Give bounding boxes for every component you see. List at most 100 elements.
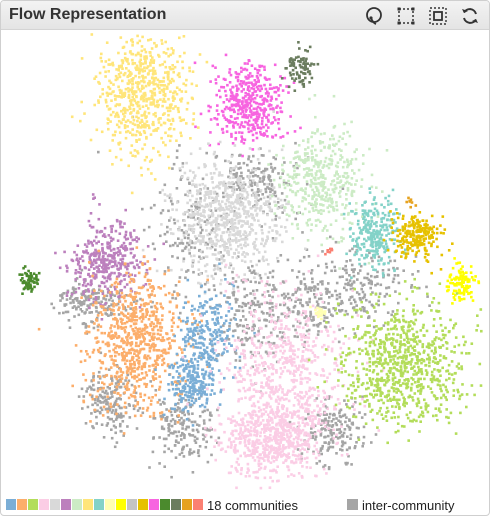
- scatter-point: [395, 227, 399, 230]
- scatter-point: [94, 261, 98, 265]
- scatter-point: [421, 219, 424, 222]
- lasso-icon[interactable]: [363, 5, 385, 27]
- scatter-point: [379, 283, 383, 287]
- scatter-point: [453, 298, 457, 301]
- scatter-point: [195, 197, 198, 201]
- scatter-point: [323, 160, 327, 163]
- scatter-point: [227, 107, 230, 110]
- scatter-point: [232, 251, 236, 255]
- scatter-point: [455, 289, 458, 293]
- scatter-point: [348, 279, 352, 282]
- scatter-point: [224, 186, 227, 189]
- scatter-point: [110, 411, 114, 414]
- scatter-point: [313, 176, 317, 180]
- scatter-point: [354, 400, 357, 404]
- scatter-point: [85, 308, 89, 311]
- scatter-point: [283, 161, 286, 164]
- scatter-point: [225, 195, 228, 198]
- scatter-point: [142, 125, 145, 129]
- community-cluster[interactable]: [54, 193, 165, 321]
- scatter-point: [128, 105, 131, 109]
- scatter-point: [319, 161, 322, 165]
- scatter-point: [356, 278, 359, 281]
- scatter-point: [320, 173, 323, 176]
- scatter-point: [174, 440, 178, 444]
- refresh-icon[interactable]: [459, 5, 481, 27]
- scatter-point: [173, 65, 177, 69]
- community-cluster[interactable]: [193, 53, 302, 158]
- scatter-point: [261, 98, 265, 102]
- scatter-point: [329, 183, 333, 186]
- scatter-point: [227, 228, 230, 231]
- scatter-point: [139, 62, 142, 66]
- scatter-point: [259, 130, 262, 134]
- scatter-point: [414, 253, 418, 257]
- scatter-point: [168, 196, 172, 200]
- scatter-point: [370, 256, 373, 260]
- scatter-point: [355, 441, 358, 444]
- scatter-point: [215, 242, 218, 245]
- scatter-point: [340, 236, 343, 239]
- scatter-point: [139, 53, 142, 57]
- scatter-point: [106, 94, 109, 97]
- community-cluster[interactable]: [18, 265, 41, 295]
- scatter-point: [142, 95, 146, 99]
- scatter-point: [324, 398, 327, 401]
- scatter-point: [343, 286, 346, 290]
- scatter-point: [66, 310, 70, 314]
- scatter-point: [465, 284, 468, 288]
- scatter-point: [106, 422, 110, 425]
- community-cluster[interactable]: [280, 41, 320, 92]
- scatter-point: [311, 435, 315, 438]
- scatter-point: [248, 72, 252, 75]
- scatter-point: [129, 102, 133, 106]
- community-cluster[interactable]: [382, 210, 454, 275]
- scatter-point: [235, 89, 239, 93]
- scatter-point: [266, 213, 269, 217]
- community-cluster[interactable]: [445, 257, 481, 305]
- scatter-point: [189, 405, 193, 408]
- scatter-point: [165, 240, 168, 243]
- scatter-point: [268, 271, 272, 274]
- scatter-point: [355, 291, 359, 294]
- scatter-point: [242, 343, 246, 347]
- scatter-point: [341, 267, 345, 270]
- scatter-point: [390, 218, 394, 221]
- scatter-point: [341, 448, 344, 452]
- scatter-point: [241, 109, 244, 112]
- scatter-point: [256, 188, 260, 191]
- scatter-point: [332, 137, 335, 141]
- scatter-point: [249, 115, 253, 119]
- community-cluster[interactable]: [37, 246, 210, 435]
- community-cluster[interactable]: [141, 110, 307, 295]
- zoom-box-icon[interactable]: [427, 5, 449, 27]
- scatter-point: [314, 205, 318, 208]
- scatter-point: [192, 231, 195, 234]
- scatter-point: [232, 205, 236, 209]
- community-cluster[interactable]: [267, 94, 389, 270]
- scatter-point: [355, 304, 358, 307]
- scatter-point: [370, 282, 373, 286]
- scatter-point: [263, 83, 266, 87]
- scatter-point: [160, 305, 163, 309]
- scatter-point: [127, 379, 131, 383]
- scatter-point: [93, 398, 97, 401]
- scatter-point: [93, 267, 96, 270]
- scatter-point: [391, 310, 395, 313]
- scatter-point: [27, 269, 30, 273]
- community-cluster[interactable]: [70, 33, 209, 195]
- community-scatter-plot[interactable]: [1, 31, 490, 491]
- scatter-point: [285, 230, 288, 233]
- scatter-point: [217, 113, 220, 116]
- scatter-point: [327, 419, 330, 423]
- scatter-point: [215, 185, 218, 189]
- scatter-point: [304, 190, 307, 194]
- scatter-point: [217, 258, 221, 261]
- scatter-point: [138, 406, 142, 410]
- rect-select-icon[interactable]: [395, 5, 417, 27]
- scatter-point: [355, 148, 358, 151]
- scatter-point: [307, 219, 310, 222]
- scatter-point: [91, 263, 95, 266]
- scatter-point: [371, 240, 375, 244]
- scatter-point: [305, 221, 309, 225]
